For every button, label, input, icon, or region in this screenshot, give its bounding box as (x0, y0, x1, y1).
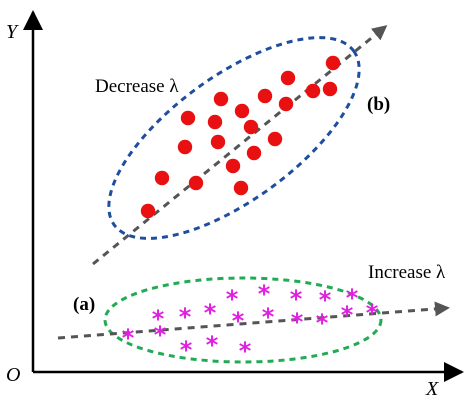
cluster-a-point: * (226, 285, 239, 313)
cluster-a-point: * (316, 309, 329, 337)
cluster-b-point (210, 134, 226, 150)
cluster-b-point (177, 139, 193, 155)
cluster-a-point: * (239, 337, 252, 365)
cluster-a-point: * (262, 303, 275, 331)
cluster-b-tag: (b) (367, 94, 390, 115)
cluster-b-point (267, 131, 283, 147)
cluster-b-point (207, 114, 223, 130)
cluster-b-point (154, 170, 170, 186)
cluster-b-point (140, 203, 156, 219)
x-axis-label: X (425, 378, 439, 400)
y-axis-label: Y (6, 21, 19, 43)
cluster-a-point: * (152, 305, 165, 333)
cluster-b-point (246, 145, 262, 161)
cluster-b-annotation: Decrease λ (95, 76, 179, 97)
cluster-a-point: * (291, 308, 304, 336)
cluster-b-point (180, 110, 196, 126)
cluster-b-point (188, 175, 204, 191)
cluster-b-points (140, 55, 341, 219)
cluster-a-point: * (258, 280, 271, 308)
cluster-b-point (280, 70, 296, 86)
cluster-b-point (278, 96, 294, 112)
cluster-a-trend-arrow (57, 301, 450, 340)
cluster-b-ellipse (107, 36, 361, 240)
cluster-a-point: * (346, 284, 359, 312)
cluster-b-point (257, 88, 273, 104)
cluster-a-point: * (179, 303, 192, 331)
cluster-a-annotation: Increase λ (368, 262, 446, 283)
cluster-b-point (225, 158, 241, 174)
cluster-a-points: * * * * ** * * * * * * * ** ** * * (122, 280, 379, 365)
cluster-a-point: * (204, 299, 217, 327)
cluster-b-point (234, 103, 250, 119)
cluster-a-point: * (232, 307, 245, 335)
cluster-a-point: * (290, 285, 303, 313)
cluster-b: Decrease λ (b) (92, 25, 390, 266)
cluster-a-point: * (122, 324, 135, 352)
cluster-b-point (243, 119, 259, 135)
origin-label: O (6, 364, 20, 386)
cluster-b-point (305, 83, 321, 99)
cluster-b-point (233, 180, 249, 196)
cluster-a-point: * (206, 331, 219, 359)
cluster-a-ellipse (103, 276, 383, 364)
cluster-a-point: * (154, 321, 167, 349)
cluster-a: * * * * ** * * * * * * * ** ** * * Increase λ (a) (57, 262, 450, 365)
cluster-a-point: * (319, 286, 332, 314)
cluster-a-point: * (366, 299, 379, 327)
cluster-a-point: * (341, 301, 354, 329)
cluster-a-tag: (a) (73, 294, 95, 315)
cluster-b-point (322, 81, 338, 97)
cluster-b-point (213, 91, 229, 107)
cluster-b-point (325, 55, 341, 71)
cluster-a-point: * (180, 336, 193, 364)
